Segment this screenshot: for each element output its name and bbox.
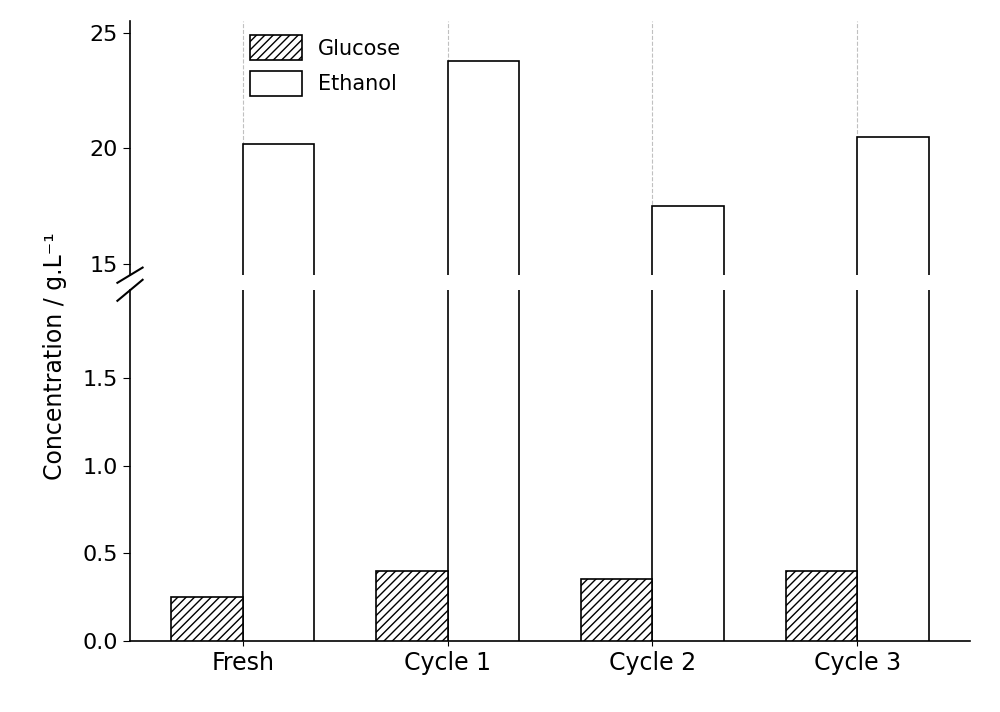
Bar bbox=[581, 602, 652, 609]
Text: Concentration / g.L⁻¹: Concentration / g.L⁻¹ bbox=[43, 232, 67, 480]
Bar bbox=[652, 206, 724, 609]
Bar bbox=[652, 0, 724, 641]
Bar bbox=[376, 571, 448, 641]
Bar bbox=[243, 0, 314, 641]
Bar bbox=[786, 571, 857, 641]
Bar bbox=[448, 61, 519, 609]
Bar bbox=[448, 0, 519, 641]
Bar bbox=[171, 604, 243, 609]
Legend: Glucose, Ethanol: Glucose, Ethanol bbox=[241, 27, 410, 105]
Bar bbox=[243, 144, 314, 609]
Bar bbox=[171, 597, 243, 641]
Bar bbox=[857, 0, 929, 641]
Bar bbox=[786, 600, 857, 609]
Bar bbox=[376, 600, 448, 609]
Bar bbox=[581, 580, 652, 641]
Bar bbox=[857, 137, 929, 609]
